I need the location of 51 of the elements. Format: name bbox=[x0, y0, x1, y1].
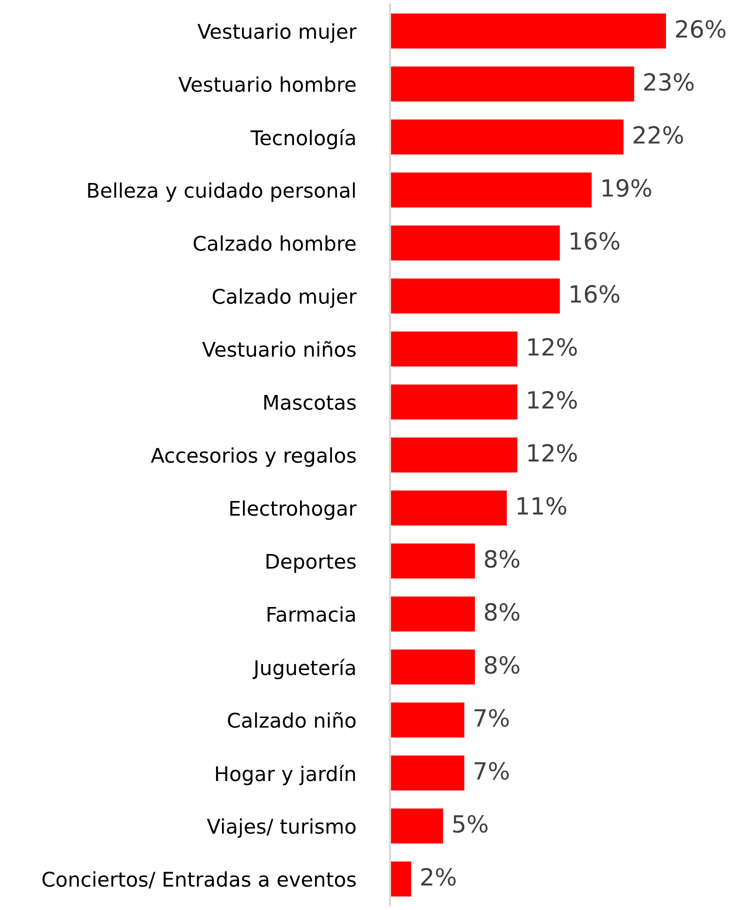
y-tick-label: Belleza y cuidado personal bbox=[88, 182, 355, 202]
bar bbox=[390, 596, 475, 632]
y-tick-label: Calzado mujer bbox=[212, 288, 357, 308]
y-tick-label: Tecnología bbox=[250, 128, 355, 150]
bar bbox=[390, 66, 634, 102]
data-label: 26% bbox=[676, 20, 726, 38]
data-label: 16% bbox=[570, 285, 620, 303]
data-label: 16% bbox=[570, 232, 620, 250]
data-label: 8% bbox=[484, 550, 520, 568]
y-tick-label: Deportes bbox=[266, 554, 356, 573]
data-label: 11% bbox=[518, 496, 566, 515]
bar bbox=[390, 702, 464, 738]
bar bbox=[390, 332, 518, 366]
bar bbox=[390, 861, 412, 896]
data-label: 7% bbox=[474, 708, 509, 727]
bar bbox=[390, 278, 560, 314]
y-tick-label: Accesorios y regalos bbox=[150, 447, 356, 467]
data-label: 12% bbox=[528, 390, 577, 409]
bar bbox=[390, 14, 666, 49]
bar bbox=[390, 120, 624, 155]
bar bbox=[390, 490, 507, 526]
bar bbox=[390, 755, 464, 790]
bar bbox=[390, 438, 518, 472]
data-label: 23% bbox=[644, 73, 694, 91]
y-tick-label: Electrohogar bbox=[230, 500, 357, 520]
bar bbox=[390, 649, 475, 684]
data-label: 12% bbox=[528, 338, 577, 356]
y-tick-label: Viajes/ turismo bbox=[206, 818, 356, 838]
data-label: 2% bbox=[421, 868, 456, 886]
bar bbox=[390, 808, 444, 844]
data-label: 22% bbox=[634, 126, 684, 144]
y-tick-label: Vestuario hombre bbox=[178, 76, 356, 92]
y-tick-label: Calzado niño bbox=[228, 712, 356, 728]
data-label: 19% bbox=[602, 179, 652, 197]
data-label: 5% bbox=[453, 814, 488, 833]
bar bbox=[390, 384, 518, 420]
y-tick-label: Farmacia bbox=[268, 606, 355, 622]
data-label: 8% bbox=[484, 656, 520, 674]
y-tick-label: Vestuario niños bbox=[202, 341, 356, 357]
y-tick-label: Vestuario mujer bbox=[197, 23, 357, 43]
bar bbox=[390, 226, 560, 261]
y-tick-label: Conciertos/ Entradas a eventos bbox=[42, 871, 356, 888]
bar bbox=[390, 544, 475, 578]
data-label: 7% bbox=[474, 762, 509, 780]
y-tick-label: Mascotas bbox=[264, 394, 356, 410]
data-label: 12% bbox=[528, 444, 577, 462]
y-tick-label: Juguetería bbox=[252, 658, 355, 680]
bar bbox=[390, 172, 592, 208]
y-tick-label: Hogar y jardín bbox=[216, 764, 355, 786]
y-tick-label: Calzado hombre bbox=[194, 235, 356, 251]
data-label: 8% bbox=[484, 602, 520, 621]
